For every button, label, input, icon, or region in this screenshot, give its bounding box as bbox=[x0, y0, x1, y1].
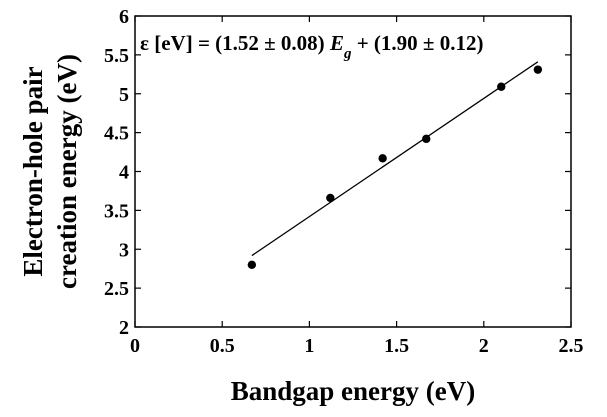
data-point bbox=[422, 134, 431, 144]
data-point bbox=[326, 193, 335, 203]
y-axis-title-line-2: creation energy (eV) bbox=[52, 54, 82, 289]
equation-subscript: g bbox=[343, 46, 352, 62]
y-tick-label: 3.5 bbox=[104, 200, 129, 222]
y-tick-label: 2.5 bbox=[104, 278, 129, 300]
y-tick-label: 6 bbox=[119, 6, 129, 28]
y-tick-label: 5 bbox=[119, 84, 129, 106]
equation-variable: E bbox=[329, 31, 344, 55]
fit-line-layer bbox=[251, 61, 539, 257]
equation-prefix: ε [eV] = (1.52 ± 0.08) bbox=[140, 31, 330, 55]
x-axis-title: Bandgap energy (eV) bbox=[231, 376, 476, 406]
data-point bbox=[497, 82, 506, 91]
x-tick-label: 0.5 bbox=[210, 335, 235, 357]
x-tick-label: 2 bbox=[479, 335, 489, 357]
fit-equation-annotation: ε [eV] = (1.52 ± 0.08) Eg + (1.90 ± 0.12… bbox=[140, 31, 483, 62]
y-tick-label: 2 bbox=[119, 317, 129, 339]
ticks-layer: 0 0.5 1 1.5 2 2.5 2 2.5 3 3.5 4 4.5 5 5.5 6 bbox=[104, 6, 584, 357]
x-tick-label: 2.5 bbox=[559, 335, 584, 357]
plot-frame bbox=[134, 15, 572, 328]
data-point bbox=[247, 260, 257, 269]
y-tick-label: 3 bbox=[119, 239, 129, 261]
y-axis-title-line-1: Electron-hole pair bbox=[18, 66, 48, 276]
x-tick-label: 1 bbox=[304, 335, 314, 357]
data-point bbox=[378, 154, 387, 163]
y-tick-label: 5.5 bbox=[104, 45, 129, 67]
fit-line bbox=[251, 61, 539, 257]
data-point bbox=[533, 65, 543, 74]
equation-suffix: + (1.90 ± 0.12) bbox=[351, 31, 483, 55]
x-tick-label: 0 bbox=[130, 335, 140, 357]
data-points-layer bbox=[247, 65, 543, 269]
x-tick-label: 1.5 bbox=[384, 335, 409, 357]
y-tick-label: 4 bbox=[119, 162, 129, 184]
y-tick-label: 4.5 bbox=[104, 123, 129, 145]
